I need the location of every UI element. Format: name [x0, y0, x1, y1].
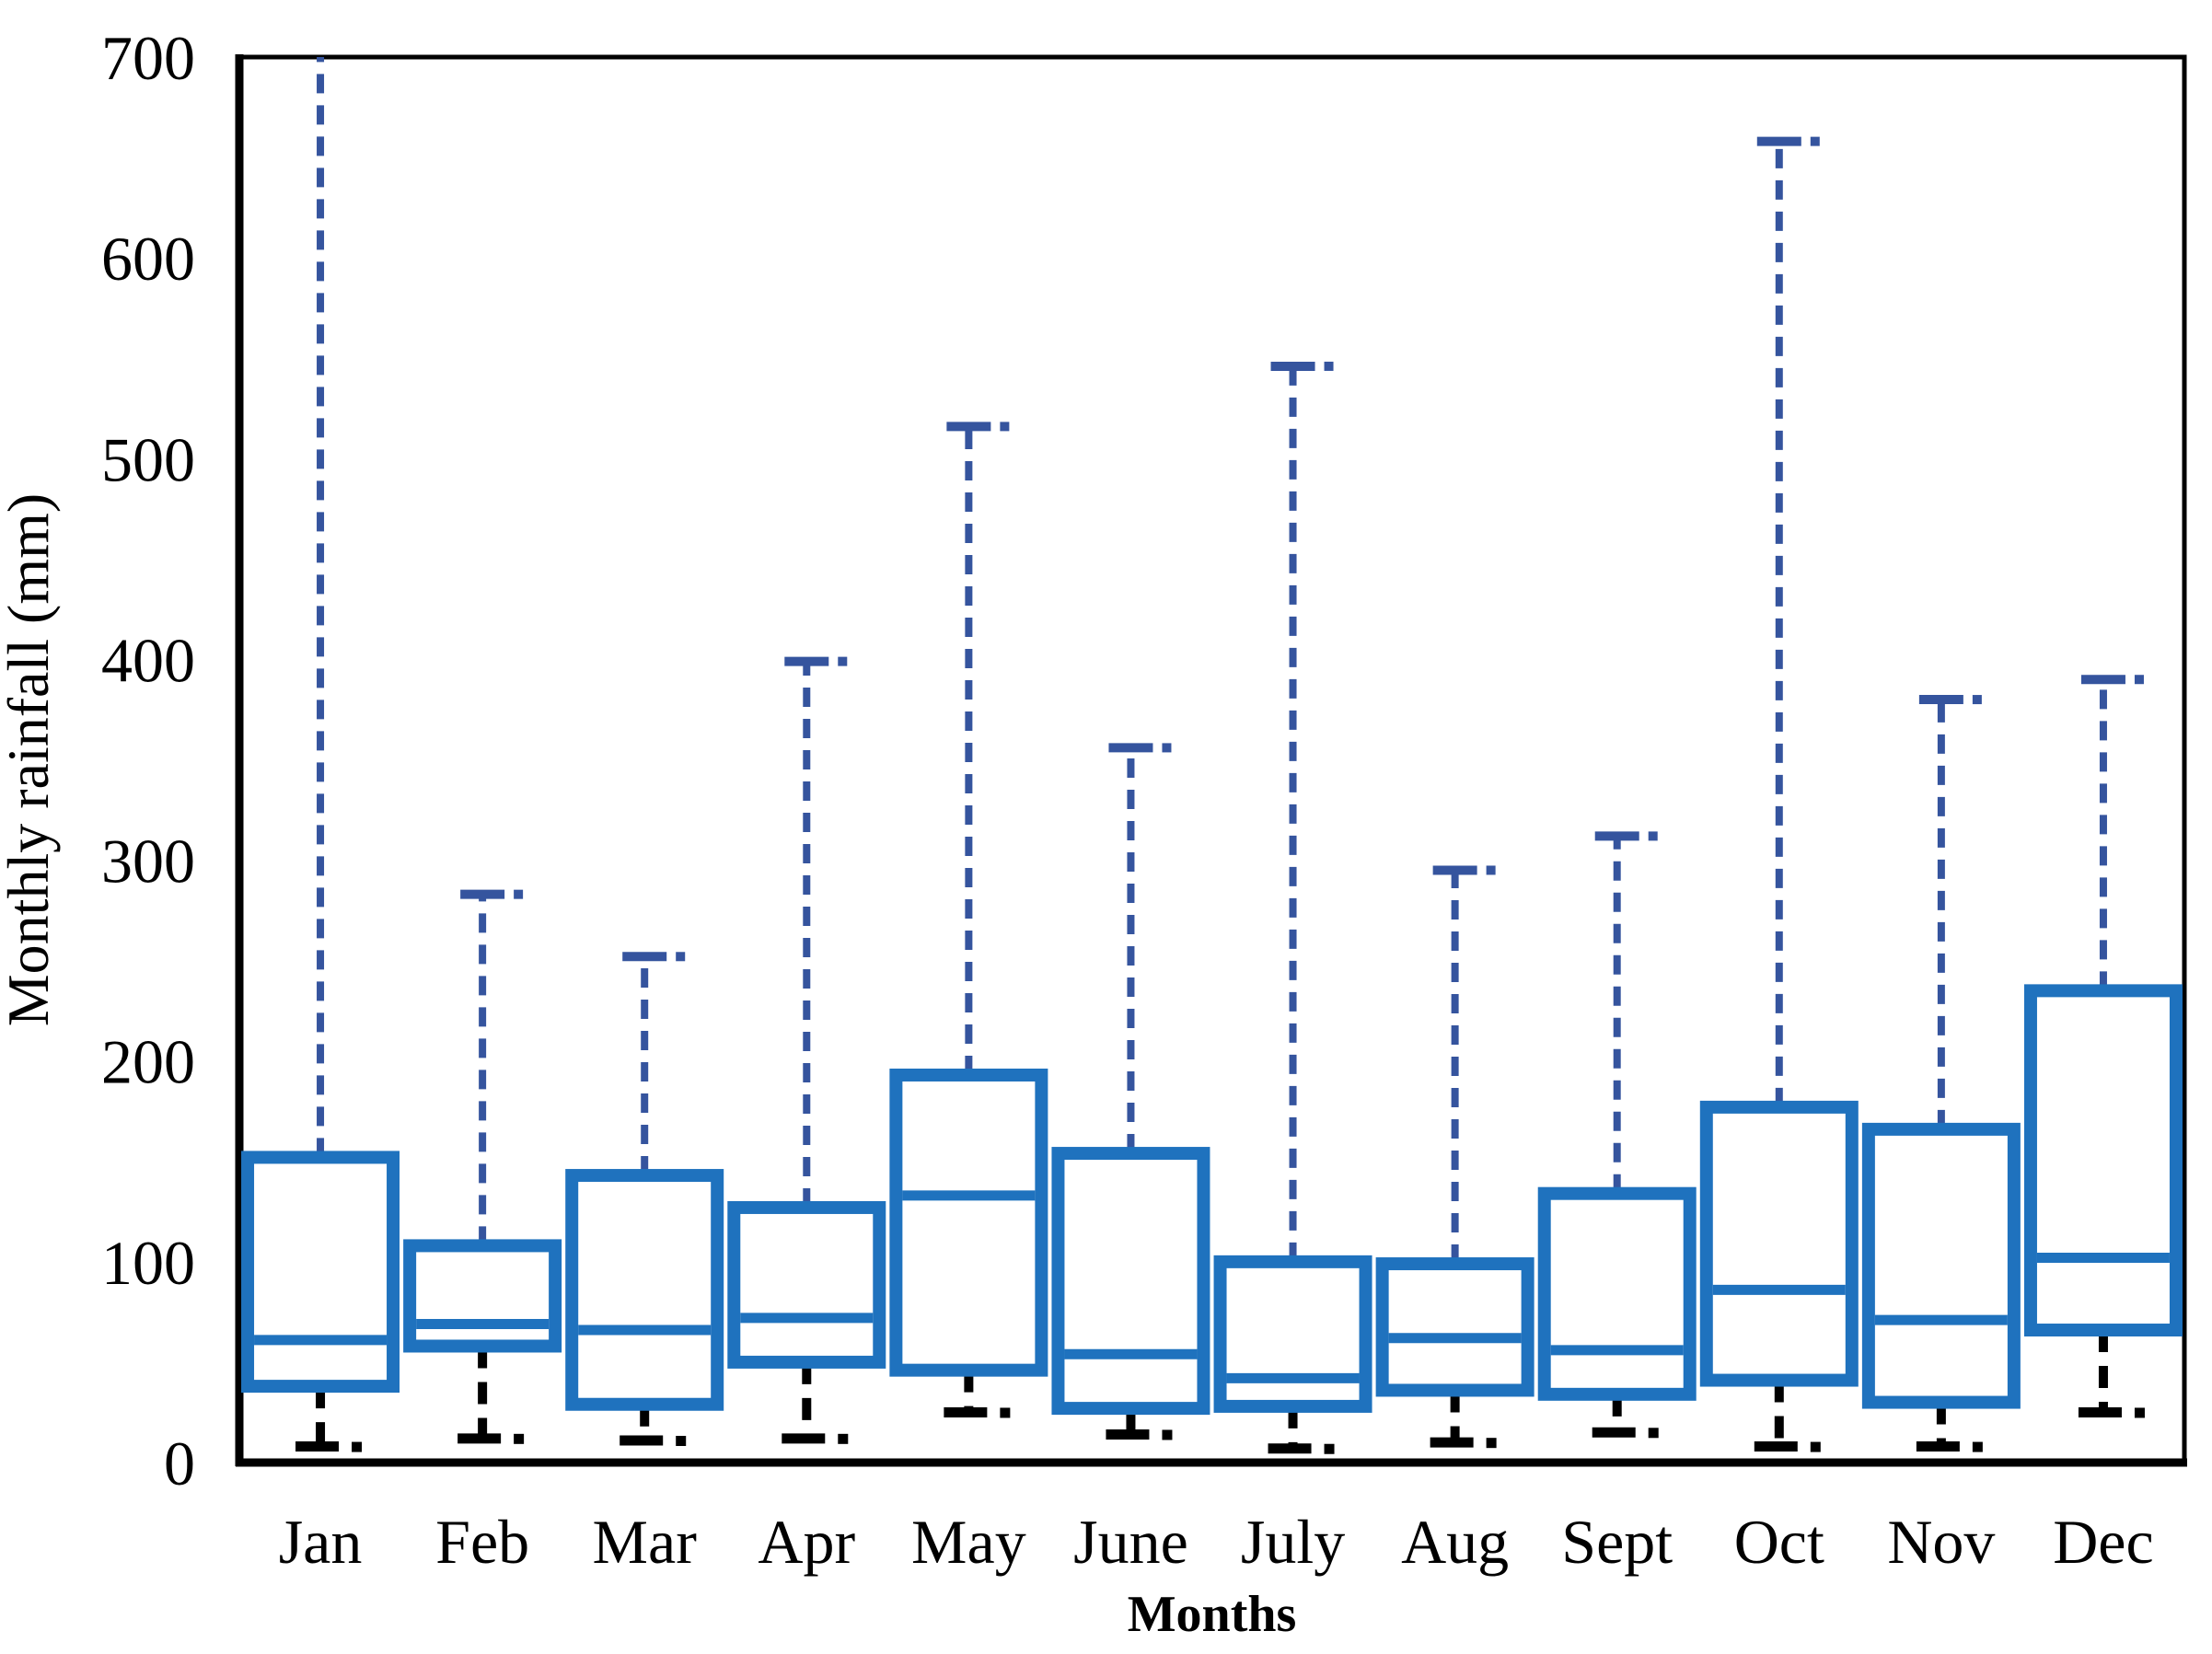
- box-Apr: [727, 1200, 886, 1369]
- box-May: [889, 1068, 1048, 1377]
- x-axis-title: Months: [1128, 1586, 1297, 1643]
- y-tick-label-400: 400: [101, 625, 195, 695]
- upper-whisker-cap-dot-Nov: [1972, 695, 1982, 705]
- y-tick-label-300: 300: [101, 827, 195, 896]
- upper-whisker-cap-dot-May: [1000, 422, 1010, 432]
- lower-whisker-cap-dot-Sept: [1648, 1428, 1659, 1439]
- upper-whisker-cap-dot-Sept: [1648, 831, 1658, 841]
- y-tick-label-100: 100: [101, 1228, 195, 1298]
- lower-whisker-cap-dot-Nov: [1972, 1441, 1983, 1452]
- upper-whisker-cap-dot-July: [1324, 361, 1334, 371]
- x-tick-label-June: June: [1073, 1507, 1188, 1577]
- upper-whisker-cap-dot-Mar: [676, 952, 686, 962]
- x-tick-label-Jan: Jan: [279, 1507, 363, 1577]
- y-tick-label-500: 500: [101, 424, 195, 494]
- upper-whisker-cap-dot-Dec: [2134, 675, 2144, 685]
- lower-whisker-cap-dot-Apr: [838, 1433, 849, 1444]
- x-tick-label-May: May: [911, 1507, 1026, 1577]
- box-Mar: [565, 1169, 724, 1411]
- lower-whisker-cap-dot-May: [1000, 1407, 1011, 1418]
- x-tick-label-Aug: Aug: [1401, 1507, 1509, 1577]
- lower-whisker-cap-dot-Feb: [514, 1433, 525, 1444]
- x-tick-label-Sept: Sept: [1561, 1507, 1673, 1577]
- x-tick-label-Mar: Mar: [593, 1507, 698, 1577]
- y-tick-label-0: 0: [164, 1428, 195, 1498]
- lower-whisker-cap-dot-Aug: [1486, 1438, 1497, 1449]
- x-tick-label-Apr: Apr: [758, 1507, 855, 1577]
- box-June: [1051, 1147, 1210, 1416]
- lower-whisker-cap-dot-Mar: [676, 1436, 687, 1447]
- box-Nov: [1861, 1122, 2021, 1409]
- x-tick-label-Nov: Nov: [1887, 1507, 1995, 1577]
- x-tick-label-Feb: Feb: [435, 1507, 529, 1577]
- upper-whisker-cap-dot-Apr: [838, 656, 848, 666]
- lower-whisker-cap-dot-Dec: [2134, 1407, 2145, 1418]
- lower-whisker-cap-dot-July: [1324, 1443, 1335, 1454]
- lower-whisker-cap-dot-June: [1162, 1429, 1173, 1440]
- box-Aug: [1375, 1257, 1535, 1397]
- x-tick-label-Oct: Oct: [1734, 1507, 1824, 1577]
- upper-whisker-cap-dot-Feb: [514, 889, 524, 899]
- upper-whisker-cap-dot-Oct: [1810, 136, 1820, 146]
- lower-whisker-cap-dot-Jan: [352, 1441, 363, 1452]
- x-tick-label-Dec: Dec: [2053, 1507, 2153, 1577]
- y-tick-label-600: 600: [101, 224, 195, 294]
- upper-whisker-cap-dot-June: [1162, 743, 1172, 753]
- box-Sept: [1537, 1186, 1697, 1401]
- box-Jan: [241, 1151, 400, 1394]
- y-axis-title: Monthly rainfall (mm): [0, 493, 61, 1026]
- box-July: [1213, 1255, 1372, 1413]
- box-Dec: [2023, 984, 2183, 1337]
- box-Feb: [403, 1239, 562, 1353]
- y-tick-label-700: 700: [101, 23, 195, 93]
- upper-whisker-cap-dot-Aug: [1486, 865, 1496, 875]
- lower-whisker-cap-dot-Oct: [1810, 1441, 1821, 1452]
- box-Oct: [1699, 1100, 1859, 1387]
- x-tick-label-July: July: [1241, 1507, 1345, 1577]
- y-tick-label-200: 200: [101, 1027, 195, 1097]
